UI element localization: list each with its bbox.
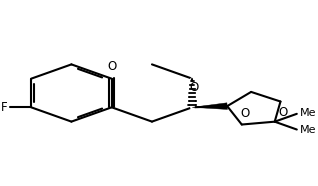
Text: O: O — [279, 106, 288, 119]
Polygon shape — [192, 103, 227, 109]
Text: Me: Me — [300, 108, 316, 118]
Text: F: F — [1, 101, 8, 114]
Text: O: O — [189, 81, 198, 94]
Text: O: O — [107, 60, 116, 73]
Text: Me: Me — [300, 125, 316, 135]
Text: O: O — [240, 107, 249, 120]
